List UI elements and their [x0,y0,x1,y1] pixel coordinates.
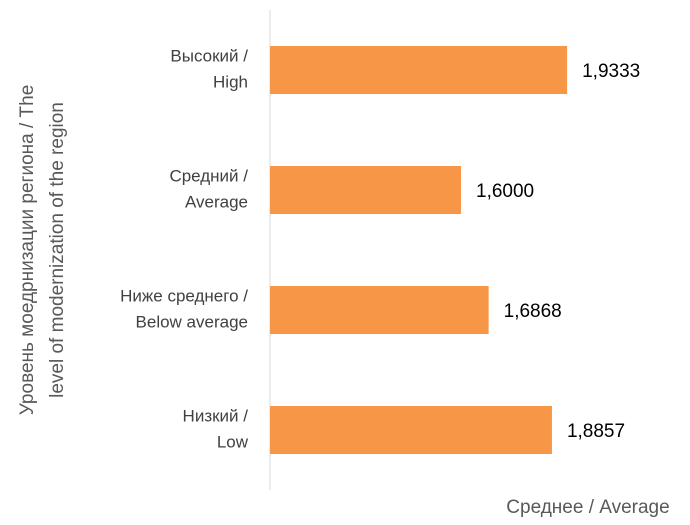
y-tick-label: Средний / [169,166,248,185]
bar [270,166,461,214]
y-tick-label: Low [217,432,249,451]
value-label: 1,9333 [582,61,640,82]
y-tick-label: Average [185,192,248,211]
value-label: 1,8857 [567,421,625,442]
bar [270,286,489,334]
value-label: 1,6868 [504,301,562,322]
y-axis-title: Уровень моедрнизации региона / The level… [17,85,68,416]
x-axis-title: Среднее / Average [506,497,669,518]
bar [270,406,552,454]
y-tick-label: Ниже среднего / [120,286,248,305]
y-tick-label: Низкий / [183,406,249,425]
y-axis-title-line: level of modernization of the region [47,102,68,398]
y-tick-label: Below average [136,312,248,331]
value-label: 1,6000 [476,181,534,202]
y-tick-label: Высокий / [170,46,248,65]
y-axis-title-line: Уровень моедрнизации региона / The [17,85,38,416]
bar [270,46,568,94]
y-tick-label: High [213,72,248,91]
